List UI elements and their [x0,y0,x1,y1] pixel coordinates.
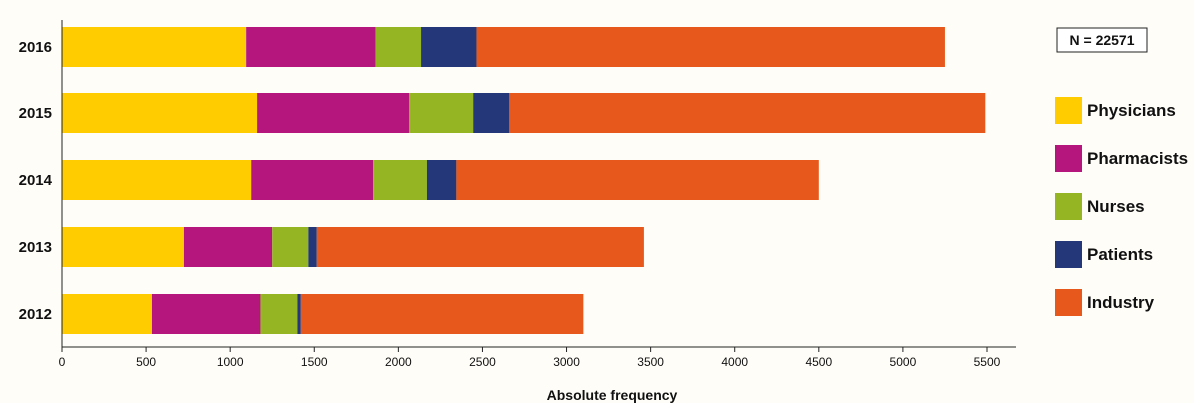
x-tick-label-1000: 1000 [217,355,244,369]
x-axis-title: Absolute frequency [547,387,678,403]
bar-segment-2013-nurses [272,227,309,267]
bars-layer [62,27,986,334]
x-tick-label-3500: 3500 [637,355,664,369]
legend-label-physicians: Physicians [1087,101,1176,120]
x-tick-label-5000: 5000 [890,355,917,369]
bar-segment-2015-pharmacists [257,93,410,133]
bar-segment-2012-nurses [260,294,298,334]
bar-segment-2016-industry [476,27,945,67]
legend-swatch-industry [1055,289,1082,316]
legend-label-pharmacists: Pharmacists [1087,149,1188,168]
x-axis: 0 500 1000 1500 2000 2500 3000 3500 4000 4500 5000… [59,20,1016,369]
bar-segment-2014-pharmacists [251,160,374,200]
bar-segment-2016-patients [421,27,477,67]
sample-size-annotation: N = 22571 [1056,27,1148,53]
legend-label-industry: Industry [1087,293,1155,312]
category-label-2016: 2016 [19,39,52,56]
bar-segment-2016-nurses [375,27,422,67]
bar-segment-2013-physicians [62,227,184,267]
bar-segment-2012-industry [300,294,584,334]
x-tick-label-5500: 5500 [974,355,1001,369]
bar-segment-2014-industry [456,160,819,200]
category-label-2014: 2014 [19,172,53,189]
x-tick-label-2500: 2500 [469,355,496,369]
bar-segment-2016-physicians [62,27,247,67]
bar-segment-2012-physicians [62,294,152,334]
bar-segment-2016-pharmacists [246,27,376,67]
category-label-2012: 2012 [19,306,52,323]
legend-label-patients: Patients [1087,245,1153,264]
bar-segment-2015-nurses [409,93,474,133]
category-label-2015: 2015 [19,105,52,122]
bar-segment-2015-industry [509,93,986,133]
bar-segment-2013-pharmacists [183,227,273,267]
legend-label-nurses: Nurses [1087,197,1145,216]
x-tick-label-3000: 3000 [553,355,580,369]
legend-swatch-patients [1055,241,1082,268]
bar-segment-2012-pharmacists [151,294,261,334]
sample-size-label: N = 22571 [1070,32,1135,48]
bar-segment-2014-physicians [62,160,252,200]
x-tick-label-0: 0 [59,355,66,369]
bar-segment-2015-patients [473,93,510,133]
bar-segment-2013-patients [308,227,317,267]
sample-size-box [1056,27,1148,53]
category-label-2013: 2013 [19,239,52,256]
legend: Physicians Pharmacists Nurses Patients Indus… [1055,97,1188,316]
bar-segment-2013-industry [316,227,644,267]
x-tick-label-500: 500 [136,355,156,369]
legend-swatch-pharmacists [1055,145,1082,172]
x-tick-label-4500: 4500 [805,355,832,369]
legend-swatch-physicians [1055,97,1082,124]
bar-segment-2014-patients [426,160,457,200]
legend-swatch-nurses [1055,193,1082,220]
category-labels: 2016 2015 2014 2013 2012 [19,39,53,323]
x-tick-label-1500: 1500 [301,355,328,369]
x-tick-label-2000: 2000 [385,355,412,369]
bar-segment-2012-patients [297,294,301,334]
bar-segment-2014-nurses [373,160,427,200]
bar-segment-2015-physicians [62,93,258,133]
x-tick-label-4000: 4000 [721,355,748,369]
